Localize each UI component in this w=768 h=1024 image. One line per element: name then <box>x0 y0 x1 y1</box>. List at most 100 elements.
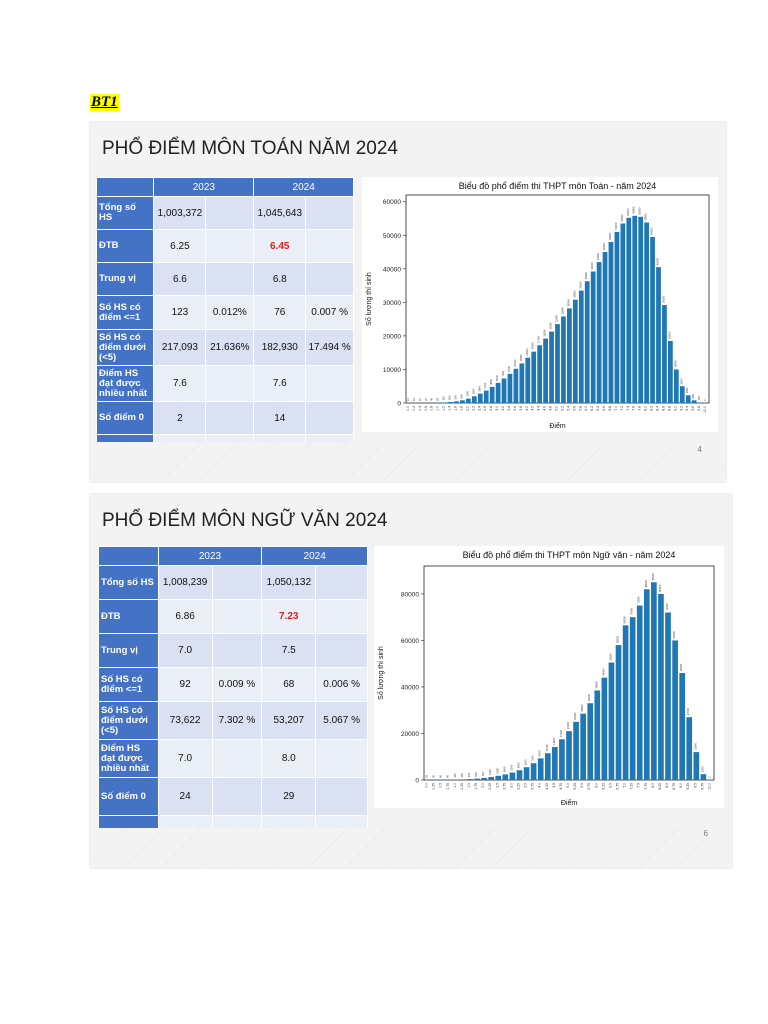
bar-value-label: 55200 <box>626 208 630 216</box>
bar <box>578 290 584 403</box>
bar <box>460 400 465 403</box>
x-tick-label: 5.4 <box>566 406 570 411</box>
bar <box>590 271 596 403</box>
cell: 6.86 <box>157 599 213 634</box>
bar <box>587 703 594 780</box>
x-tick-label: 9.4 <box>685 406 689 411</box>
x-tick-label: 8.5 <box>665 783 669 788</box>
bar <box>691 400 697 403</box>
histogram-chart: Biểu đồ phổ điểm thi THPT môn Toán - năm… <box>364 181 710 430</box>
x-tick-label: 2.25 <box>488 783 492 790</box>
bar-value-label: 28500 <box>580 704 584 712</box>
bar <box>509 772 516 780</box>
bar-value-label: 72000 <box>665 603 669 611</box>
bar <box>643 589 650 780</box>
x-tick-label: 1.4 <box>448 406 452 411</box>
cell: 5.067 % <box>315 701 368 740</box>
page-number: 4 <box>697 445 702 454</box>
bar-value-label: 9300 <box>538 750 542 756</box>
bar-value-label: 2 <box>707 776 711 778</box>
bar <box>626 217 632 403</box>
cell: 24 <box>157 777 213 816</box>
cell: 29 <box>261 777 317 816</box>
cell: 0.006 % <box>315 667 368 702</box>
x-tick-label: 0.8 <box>430 406 434 411</box>
x-tick-label: 1.2 <box>442 406 446 411</box>
bar-value-label: 500 <box>454 394 458 399</box>
cell <box>305 229 354 263</box>
y-tick-label: 60000 <box>383 199 401 206</box>
x-axis-label: Điểm <box>549 422 566 430</box>
bar-value-label: 58000 <box>616 635 620 643</box>
stats-table: 2023 2024 Tổng số HS 1,003,372 1,045,643 Đ… <box>95 177 354 468</box>
row-label: Số HS có điểm dưới (<5) <box>98 701 159 740</box>
x-tick-label: 0.0 <box>425 783 429 788</box>
bar-value-label: 45000 <box>602 242 606 250</box>
bar <box>552 746 558 780</box>
x-tick-label: 2.4 <box>477 406 481 411</box>
bar <box>615 645 622 780</box>
cell <box>205 229 255 263</box>
x-tick-label: 5.6 <box>572 406 576 411</box>
bar-value-label: 3700 <box>483 382 487 388</box>
x-tick-label: 7.4 <box>626 406 630 411</box>
x-tick-label: 9.5 <box>693 783 697 788</box>
bar-value-label: 2400 <box>502 766 506 772</box>
bar <box>573 721 579 780</box>
x-tick-label: 5.8 <box>578 406 582 411</box>
bar <box>644 222 649 403</box>
x-tick-label: 9.2 <box>679 406 683 411</box>
bar-value-label: 51000 <box>614 222 618 230</box>
bar-value-label: 11500 <box>545 744 549 752</box>
x-tick-label: 5.0 <box>566 783 570 788</box>
cell: 7.0 <box>157 739 213 778</box>
bar-value-label: 800 <box>459 393 463 398</box>
x-tick-label: 1.75 <box>474 783 478 790</box>
bar <box>679 386 685 403</box>
y-tick-label: 0 <box>415 778 419 785</box>
row-label: Số HS có điểm dưới (<5) <box>95 329 155 366</box>
x-tick-label: 0.0 <box>406 406 410 411</box>
cell: 7.6 <box>153 365 207 402</box>
bar-value-label: 14200 <box>552 737 556 745</box>
bar-value-label: 1300 <box>465 390 469 396</box>
bar <box>622 625 629 780</box>
bar <box>481 777 487 780</box>
row-label: Trung vị <box>98 633 159 668</box>
y-tick-label: 50000 <box>383 233 401 240</box>
bar <box>559 739 565 780</box>
bar-value-label: 36300 <box>584 271 588 279</box>
cell: 7.5 <box>261 633 317 668</box>
cell <box>315 777 368 816</box>
x-tick-label: 9.25 <box>686 783 690 790</box>
bar <box>580 713 586 780</box>
bar <box>507 373 513 403</box>
bar <box>483 390 489 403</box>
bar <box>544 753 551 780</box>
bar <box>566 731 572 780</box>
cell: 7.6 <box>253 365 307 402</box>
cell: 0.012% <box>205 295 255 330</box>
x-tick-label: 6.6 <box>602 406 606 411</box>
y-tick-label: 0 <box>397 401 401 408</box>
x-tick-label: 4.75 <box>559 783 563 790</box>
cell <box>305 365 354 402</box>
bar <box>668 340 673 403</box>
x-tick-label: 4.8 <box>549 406 553 411</box>
y-tick-label: 20000 <box>383 333 401 340</box>
bar-value-label: 7200 <box>531 755 535 761</box>
bar <box>601 677 608 780</box>
bar-value-label: 14 <box>406 398 410 401</box>
bar-value-label: 300 <box>448 395 452 400</box>
row-label: Số điểm 0 <box>98 777 159 816</box>
cell <box>205 196 255 230</box>
x-tick-label: 3.0 <box>509 783 513 788</box>
row-label: Tổng số HS <box>98 565 159 600</box>
bar <box>658 593 664 780</box>
bar-value-label: 150 <box>697 396 701 401</box>
cell <box>305 401 354 435</box>
x-tick-label: 7.5 <box>637 783 641 788</box>
y-tick-label: 20000 <box>401 731 419 738</box>
bar <box>502 774 509 780</box>
bar <box>466 398 471 403</box>
